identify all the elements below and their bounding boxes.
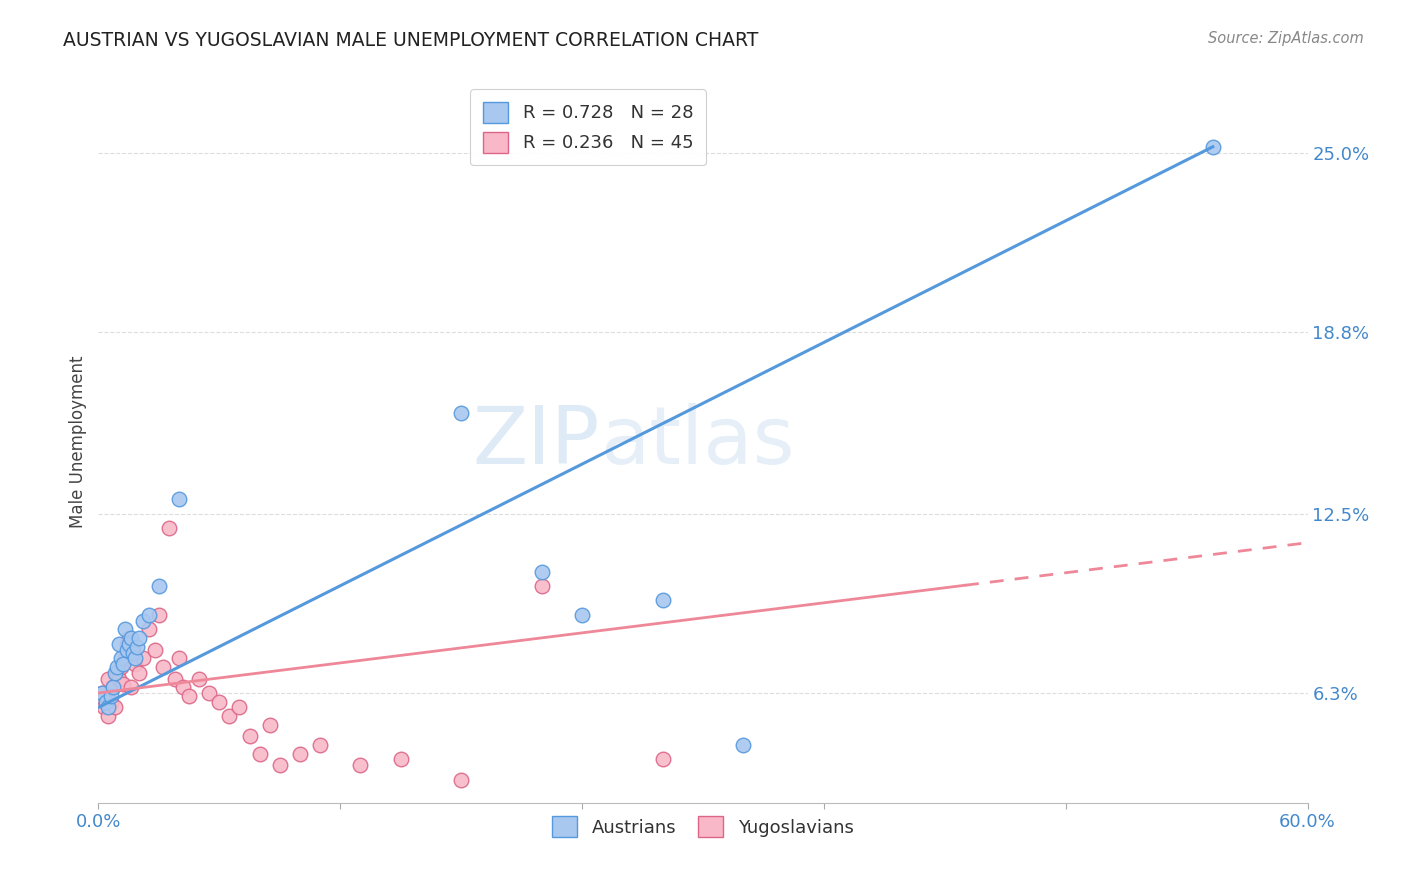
Point [103,700,125,714]
Point [97,672,120,686]
Point [96,695,118,709]
Point [115,637,138,651]
Point [530,579,553,593]
Point [228,700,250,714]
Point [118,637,141,651]
Text: atlas: atlas [600,402,794,481]
Point [269,758,291,772]
Point [107,637,129,651]
Point [167,492,190,507]
Point [96,695,118,709]
Point [125,640,148,654]
Point [733,738,755,752]
Point [1202,140,1225,154]
Point [249,747,271,761]
Point [100,695,122,709]
Point [121,642,143,657]
Point [148,579,170,593]
Point [148,607,170,622]
Point [188,672,211,686]
Point [120,631,142,645]
Point [138,623,160,637]
Point [121,646,143,660]
Point [101,680,124,694]
Point [132,651,155,665]
Point [114,651,136,665]
Point [288,747,311,761]
Point [651,593,673,607]
Point [97,709,120,723]
Point [208,695,231,709]
Point [309,738,332,752]
Point [91,686,114,700]
Point [239,729,262,743]
Point [218,709,240,723]
Point [157,521,180,535]
Point [97,700,120,714]
Point [100,689,122,703]
Point [571,607,593,622]
Point [179,689,201,703]
Point [389,752,412,766]
Point [349,758,371,772]
Point [530,565,553,579]
Point [128,631,150,645]
Point [651,752,673,766]
Point [124,657,146,671]
Point [105,660,128,674]
Point [91,686,114,700]
Point [198,686,221,700]
Point [450,772,472,787]
Text: AUSTRIAN VS YUGOSLAVIAN MALE UNEMPLOYMENT CORRELATION CHART: AUSTRIAN VS YUGOSLAVIAN MALE UNEMPLOYMEN… [63,31,759,50]
Point [110,660,132,674]
Point [259,718,281,732]
Point [450,406,472,420]
Point [111,657,134,671]
Point [105,665,128,680]
Point [110,651,132,665]
Y-axis label: Male Unemployment: Male Unemployment [69,355,87,528]
Point [111,677,134,691]
Point [128,665,150,680]
Point [118,631,141,645]
Point [101,680,124,694]
Point [124,651,146,665]
Point [107,672,129,686]
Point [152,660,174,674]
Point [163,672,186,686]
Point [143,642,166,657]
Point [115,642,138,657]
Point [172,680,194,694]
Point [138,607,160,622]
Point [103,665,125,680]
Legend: Austrians, Yugoslavians: Austrians, Yugoslavians [546,809,860,845]
Point [167,651,190,665]
Point [114,623,136,637]
Point [120,680,142,694]
Text: ZIP: ZIP [472,402,600,481]
Point [132,614,155,628]
Point [93,700,115,714]
Text: Source: ZipAtlas.com: Source: ZipAtlas.com [1208,31,1364,46]
